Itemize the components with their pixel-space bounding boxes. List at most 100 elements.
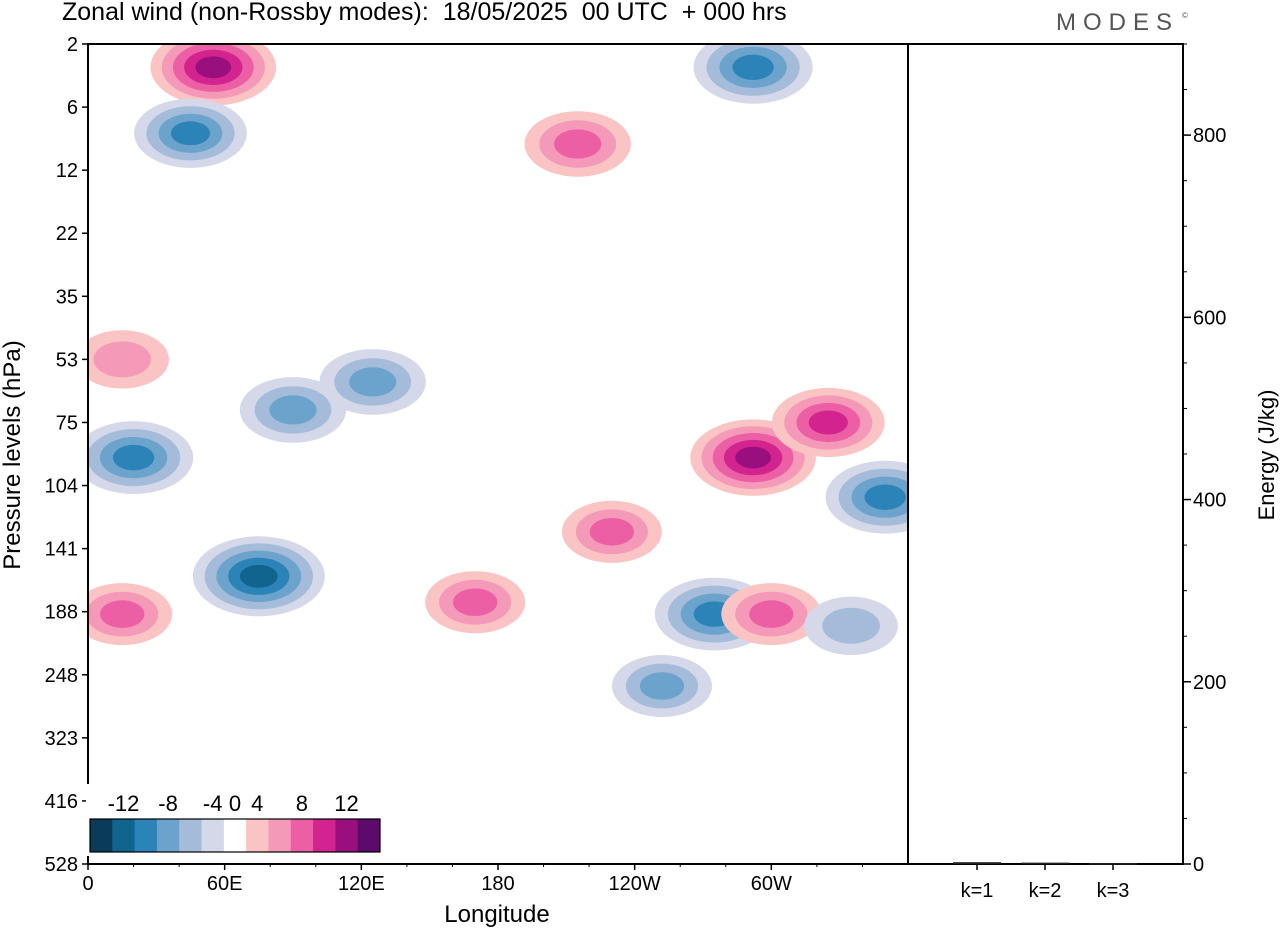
y-tick-label: 75 (56, 412, 78, 434)
y-tick-label: 35 (56, 286, 78, 308)
wind-contour (349, 367, 397, 397)
wind-contour (732, 54, 774, 80)
wind-feature (561, 500, 662, 563)
wind-feature (319, 349, 426, 415)
wind-contour (864, 484, 906, 510)
wind-feature (690, 419, 816, 496)
y-tick-label: 53 (56, 349, 78, 371)
x-tick-label: 180 (481, 873, 514, 895)
wind-contour (735, 446, 771, 469)
wind-contour (269, 395, 317, 425)
colorbar-frame (89, 818, 381, 853)
wind-feature (693, 44, 813, 104)
wind-contour (589, 518, 635, 546)
colorbar-label: 0 (229, 791, 241, 816)
colorbar-swatch (156, 819, 180, 852)
energy-bar (1021, 862, 1069, 865)
wind-feature (150, 44, 277, 106)
energy-tick-label: 0 (1193, 854, 1204, 876)
wind-contour (554, 129, 602, 159)
colorbar-label: 8 (296, 791, 308, 816)
energy-tick-label: 400 (1193, 490, 1226, 512)
wind-contour (100, 600, 145, 628)
wind-contour (112, 444, 155, 471)
wind-contour (93, 341, 151, 378)
wind-contour (749, 600, 794, 628)
longitude-axis: 0 60E 120E 180 120W 60W (82, 864, 863, 895)
x-tick-label: 120E (338, 873, 385, 895)
colorbar-label: -8 (158, 791, 178, 816)
chart-title: Zonal wind (non-Rossby modes): 18/05/202… (62, 0, 787, 26)
energy-tick-label: 200 (1193, 672, 1226, 694)
wind-feature (88, 583, 173, 646)
colorbar-swatch (357, 819, 381, 852)
wind-feature (612, 655, 712, 717)
colorbar-swatch (290, 819, 314, 852)
colorbar-swatch (201, 819, 225, 852)
energy-category-label: k=1 (961, 880, 994, 902)
wind-feature (239, 377, 347, 443)
wind-contour (453, 588, 498, 616)
x-tick-label: 120W (609, 873, 661, 895)
y-tick-label: 323 (45, 728, 78, 750)
colorbar-swatch (134, 819, 158, 852)
y-tick-label: 248 (45, 665, 78, 687)
wind-contour (239, 564, 278, 588)
y-tick-label: 12 (56, 160, 78, 182)
wind-feature (88, 330, 169, 389)
x-axis-label: Longitude (444, 901, 549, 928)
colorbar-label: 12 (334, 791, 358, 816)
energy-category-label: k=2 (1029, 880, 1062, 902)
x-tick-label: 60W (751, 873, 792, 895)
y-tick-label: 528 (45, 854, 78, 876)
wind-contour (170, 121, 211, 146)
y-tick-label: 6 (67, 97, 78, 119)
wind-feature (425, 571, 526, 634)
wind-feature (721, 583, 822, 646)
colorbar-label: -12 (108, 791, 140, 816)
y-tick-label: 22 (56, 223, 78, 245)
wind-feature (825, 460, 908, 534)
wind-contour (822, 607, 880, 644)
wind-feature (88, 421, 194, 494)
y-tick-label: 104 (45, 476, 78, 498)
energy-bar (953, 862, 1001, 864)
colorbar-swatch (246, 819, 269, 852)
wind-contour (808, 410, 848, 435)
energy-tick-label: 800 (1193, 125, 1226, 147)
energy-axis-label: Energy (J/kg) (1254, 390, 1279, 521)
wind-feature (771, 387, 885, 458)
wind-feature (192, 536, 325, 617)
y-tick-label: 141 (45, 539, 78, 561)
modes-logo: MODES (1056, 9, 1180, 36)
colorbar-swatch (335, 819, 359, 852)
colorbar-swatch (313, 819, 336, 852)
copyright-mark: © (1182, 11, 1188, 20)
wind-feature (524, 111, 631, 177)
energy-plot-frame (907, 43, 1184, 865)
y-tick-label: 416 (45, 791, 78, 813)
colorbar-label: -4 (203, 791, 223, 816)
wind-feature (804, 596, 898, 655)
colorbar-swatch (90, 819, 113, 852)
pressure-axis: 2 6 12 22 35 53 75 104 141 188 248 323 416 528 (45, 34, 88, 876)
energy-bar (1089, 863, 1137, 865)
colorbar-swatch (268, 819, 292, 852)
wind-feature (134, 98, 247, 168)
energy-bars: k=1 k=2 k=3 (953, 862, 1137, 902)
colorbar-swatch (179, 819, 203, 852)
wind-contour (195, 56, 232, 79)
y-tick-label: 2 (67, 34, 78, 56)
colorbar-swatch (112, 819, 136, 852)
energy-axis: 0 200 400 600 800 (1183, 43, 1226, 876)
y-tick-label: 188 (45, 602, 78, 624)
y-axis-label: Pressure levels (hPa) (0, 340, 26, 569)
energy-tick-label: 600 (1193, 307, 1226, 329)
x-tick-label: 60E (207, 873, 243, 895)
colorbar: -12 -8 -4 0 4 8 12 (86, 784, 384, 856)
energy-category-label: k=3 (1097, 880, 1130, 902)
colorbar-swatch (223, 819, 247, 852)
colorbar-label: 4 (251, 791, 263, 816)
wind-field (88, 44, 908, 717)
